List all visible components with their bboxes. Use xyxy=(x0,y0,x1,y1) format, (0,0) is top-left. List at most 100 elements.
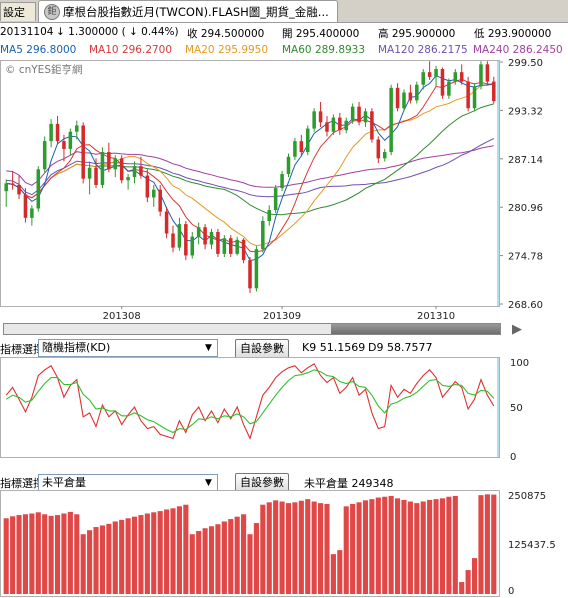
ma60-legend: MA60 289.8933 xyxy=(282,44,366,56)
oi-bar xyxy=(471,558,478,594)
oi-bar xyxy=(119,519,125,594)
oi-y-tick-label: 125437.5 xyxy=(508,540,556,551)
chevron-down-icon[interactable]: ▼ xyxy=(205,343,212,353)
oi-bar xyxy=(465,570,471,594)
time-scrollbar[interactable] xyxy=(3,323,501,335)
candle-body xyxy=(254,249,259,289)
kd-selector-label: 指標選擇 xyxy=(0,343,44,356)
tab-settings[interactable]: 設定 xyxy=(0,2,36,21)
oi-bar xyxy=(144,513,150,594)
quote-high: 高 295.900000 xyxy=(378,28,456,40)
oi-bar xyxy=(382,496,388,594)
candle-body xyxy=(248,260,252,289)
candle-body xyxy=(273,188,278,211)
oi-bar xyxy=(343,506,349,594)
candle-body xyxy=(318,111,323,123)
candle-body xyxy=(299,141,304,153)
oi-bar xyxy=(42,514,48,594)
candle-body xyxy=(228,238,233,254)
oi-bar xyxy=(388,495,394,594)
oi-bar xyxy=(176,506,182,594)
oi-bar xyxy=(80,534,86,594)
play-arrow-icon[interactable]: ▶ xyxy=(512,322,522,337)
oi-bar xyxy=(112,521,118,594)
candle-body xyxy=(344,120,348,131)
ma120-line xyxy=(6,138,495,198)
oi-bar xyxy=(87,530,93,594)
candle-body xyxy=(305,128,310,153)
oi-bar xyxy=(337,550,343,594)
oi-value: 未平倉量 249348 xyxy=(304,477,394,490)
candle-body xyxy=(485,64,490,82)
candle-body xyxy=(113,158,118,170)
oi-bar xyxy=(247,534,253,594)
y-tick-label: 280.96 xyxy=(508,203,543,214)
oi-bar xyxy=(183,504,189,594)
oi-bar xyxy=(459,582,465,594)
tab-bar: 設定 鉅 摩根台股指數近月(TWCON).FLASH圖_期貨_金融... xyxy=(0,0,568,23)
candle-body xyxy=(434,69,438,77)
candle-body xyxy=(447,81,451,96)
oi-bar xyxy=(48,515,54,594)
oi-bar xyxy=(279,501,285,594)
oi-custom-params-button[interactable]: 自設參數 xyxy=(235,473,289,493)
oi-bar xyxy=(433,499,439,594)
price-chart: 299.50 293.32 287.14 280.96 274.78 268.60 2013… xyxy=(0,58,543,320)
oi-bar xyxy=(74,514,80,594)
oi-bar xyxy=(241,514,247,594)
quote-date: 20131104 xyxy=(0,26,54,38)
candle-body xyxy=(49,123,53,142)
candle-body xyxy=(280,173,284,189)
k9-line xyxy=(5,363,495,440)
kd-custom-params-button[interactable]: 自設參數 xyxy=(235,339,289,359)
tab-chart[interactable]: 鉅 摩根台股指數近月(TWCON).FLASH圖_期貨_金融... xyxy=(38,0,338,22)
candle-body xyxy=(222,238,227,254)
k-value: K9 51.1569 xyxy=(302,341,366,354)
oi-bar xyxy=(452,495,458,594)
candle-body xyxy=(107,152,111,170)
oi-bar xyxy=(439,498,446,594)
kd-plot-frame xyxy=(0,357,500,458)
scrollbar-thumb[interactable] xyxy=(331,324,500,334)
oi-bar xyxy=(273,500,279,594)
oi-bar xyxy=(10,516,16,594)
kd-indicator-select[interactable]: 隨機指標(KD) ▼ xyxy=(38,339,218,357)
ma120-legend: MA120 286.2175 xyxy=(378,44,468,56)
candle-body xyxy=(376,139,381,159)
candle-body xyxy=(389,87,393,153)
kd-y-tick-label: 100 xyxy=(510,358,529,369)
oi-bar xyxy=(202,528,208,594)
cnyes-logo-icon: 鉅 xyxy=(44,4,60,20)
candle-body xyxy=(459,72,464,82)
candle-body xyxy=(62,141,66,149)
candle-body xyxy=(293,141,297,157)
candle-body xyxy=(145,175,150,198)
oi-bar xyxy=(208,526,215,594)
oi-bar xyxy=(228,519,234,594)
oi-bar xyxy=(189,534,195,594)
candle-body xyxy=(479,64,483,87)
oi-bar xyxy=(350,503,356,594)
candle-body xyxy=(36,169,41,209)
oi-selected-value: 未平倉量 xyxy=(42,476,86,489)
candle-body xyxy=(402,92,406,109)
candle-body xyxy=(363,111,368,123)
candle-body xyxy=(152,189,156,198)
oi-bar xyxy=(484,494,490,594)
oi-bar xyxy=(446,496,452,594)
d9-line xyxy=(5,369,495,434)
candle-body xyxy=(184,224,188,256)
candle-body xyxy=(261,220,265,250)
candle-body xyxy=(68,131,73,149)
oi-bar xyxy=(330,554,336,594)
oi-bar xyxy=(285,503,292,594)
oi-bar xyxy=(16,515,22,594)
candle-body xyxy=(350,106,355,121)
oi-bar xyxy=(215,524,221,594)
oi-bar xyxy=(266,502,272,594)
chevron-down-icon[interactable]: ▼ xyxy=(205,478,212,488)
kd-selected-value: 隨機指標(KD) xyxy=(42,341,111,354)
candle-body xyxy=(453,72,458,82)
candle-body xyxy=(132,166,137,178)
candle-body xyxy=(4,183,8,192)
